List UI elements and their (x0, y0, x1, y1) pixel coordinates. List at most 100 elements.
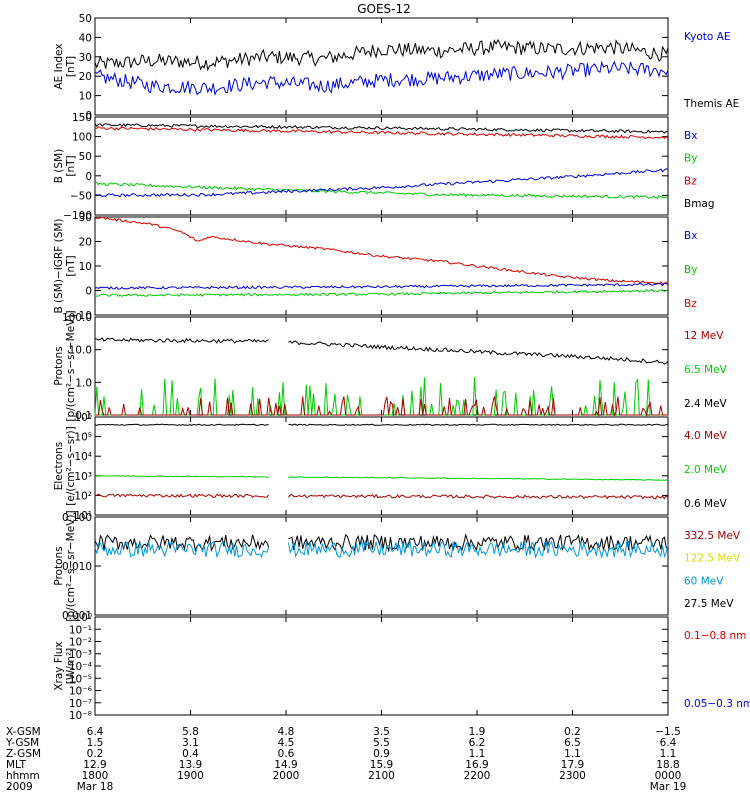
y-axis-label: [nT] (65, 56, 77, 77)
legend-entry: Bx (684, 130, 697, 142)
y-tick-label: 10¹ (74, 510, 92, 522)
legend-entry: 0.1−0.8 nm (684, 630, 746, 642)
x-table-cell: 2000 (273, 770, 300, 782)
series-4-0-mev (94, 493, 669, 500)
x-table-cell: 0.6 (278, 748, 295, 760)
y-tick-label: 100 (72, 132, 92, 144)
x-axis-table: X-GSMY-GSMZ-GSMMLThhmm20096.41.50.212.91… (5, 726, 686, 793)
series-2-4-mev (94, 337, 669, 365)
y-axis-label: B (SM) (53, 149, 65, 183)
legend-entry: 12 MeV (684, 330, 724, 342)
y-axis-label: Electrons (53, 442, 65, 491)
x-table-cell: 4.5 (278, 737, 295, 749)
y-tick-label: 0.001 (62, 610, 92, 622)
y-axis-label: Protons (53, 546, 65, 585)
x-table-cell: 0.2 (87, 748, 104, 760)
y-tick-label: 10⁻⁵ (69, 673, 92, 685)
legend-entry: 0.6 MeV (684, 498, 728, 510)
y-tick-label: −50 (70, 190, 92, 202)
panel-bsm: 150 100 50 0 −50 −100 B (SM) [nT] Bx By Bz Bmag (53, 112, 715, 222)
x-table-cell: 0.9 (373, 748, 390, 760)
series-6-5-mev (94, 376, 668, 416)
y-tick-label: −10 (70, 310, 92, 322)
x-table-cell: 0000 (655, 770, 682, 782)
series-bz (94, 216, 669, 285)
y-tick-label: 50 (79, 13, 92, 25)
x-table-cell: 6.2 (469, 737, 486, 749)
y-tick-label: 10⁻⁷ (69, 698, 92, 710)
y-tick-label: 0 (85, 286, 92, 298)
y-tick-label: 0 (85, 171, 92, 183)
y-tick-label: 10⁻⁴ (69, 661, 92, 673)
panel-frame (94, 516, 669, 616)
y-tick-label: 30 (79, 52, 92, 64)
legend-entry: 27.5 MeV (684, 598, 734, 610)
y-tick-label: 10⁻³ (69, 649, 92, 661)
legend-entry: 4.0 MeV (684, 430, 728, 442)
y-tick-label: 10 (79, 261, 92, 273)
x-table-row-label: 2009 (6, 781, 33, 793)
y-tick-label: 0.010 (62, 561, 92, 573)
x-table-row-label: MLT (6, 759, 26, 771)
x-table-cell: 2200 (464, 770, 491, 782)
series-60-mev (94, 539, 669, 559)
y-axis-label: Protons (53, 346, 65, 385)
x-table-cell: 6.5 (564, 737, 581, 749)
y-tick-label: 10.0 (69, 345, 92, 357)
y-axis-label: AE Index (53, 43, 65, 89)
x-table-cell: 6.4 (87, 726, 104, 738)
panel-frame (94, 416, 669, 516)
x-table-cell: 1.1 (469, 748, 486, 760)
legend-entry: 2.4 MeV (684, 398, 728, 410)
y-tick-label: 20 (79, 237, 92, 249)
y-tick-label: 40 (79, 32, 92, 44)
series-bmag (94, 123, 668, 134)
x-table-cell: 17.9 (561, 759, 584, 771)
x-table-cell: Mar 18 (77, 781, 114, 793)
y-axis-label: [p/(cm²−s−sr−MeV)] (65, 510, 77, 621)
y-axis-label: [p/(cm²−s−sr−MeV)] (65, 310, 77, 421)
y-axis-label: [W/m²] (65, 648, 77, 685)
x-table-row-label: X-GSM (6, 726, 41, 738)
series-12-mev (95, 396, 668, 417)
x-table-cell: −1.5 (655, 726, 681, 738)
panel-frame (94, 17, 669, 116)
x-table-cell: 2100 (368, 770, 395, 782)
panel-electrons: 10⁶ 10⁵ 10⁴ 10³ 10² 10¹ Electrons [e/(cm²−s−sr)… (53, 412, 728, 522)
y-tick-label: 10⁰ (74, 612, 92, 624)
x-table-cell: 1.5 (87, 737, 104, 749)
y-tick-label: 10⁻² (69, 637, 92, 649)
panel-protons_low: 0.100 0.010 0.001 Protons [p/(cm²−s−sr−MeV)]… (53, 510, 741, 622)
legend-entry: Bx (684, 230, 697, 242)
y-axis-label: B (SM)−IGRF (SM) (53, 218, 65, 313)
legend-entry: Bz (684, 298, 697, 310)
legend-entry: 6.5 MeV (684, 364, 728, 376)
legend-entry: Themis AE (683, 98, 739, 110)
y-tick-label: 10 (79, 91, 92, 103)
x-table-cell: 1.1 (564, 748, 581, 760)
legend-entry: Bz (684, 175, 697, 187)
series-by (94, 288, 669, 298)
x-table-cell: 2300 (559, 770, 586, 782)
y-tick-label: 50 (79, 151, 92, 163)
x-table-cell: 4.8 (278, 726, 295, 738)
x-table-cell: 5.5 (373, 737, 390, 749)
y-tick-label: 10² (74, 490, 92, 502)
y-tick-label: 1.0 (75, 377, 92, 389)
legend-entry: By (684, 264, 697, 276)
y-tick-label: 10⁴ (74, 451, 92, 463)
series-0-6-mev (94, 423, 669, 426)
legend-entry: 60 MeV (684, 575, 724, 587)
x-table-row-label: Y-GSM (5, 737, 39, 749)
y-tick-label: 10⁻⁸ (69, 710, 92, 722)
panel-frame (94, 316, 669, 416)
series-2-0-mev (95, 475, 669, 481)
legend-entry: 332.5 MeV (684, 530, 741, 542)
x-table-cell: 1900 (177, 770, 204, 782)
series-27-5-mev (94, 533, 669, 553)
x-table-cell: 14.9 (274, 759, 297, 771)
series-themis-ae (94, 38, 669, 72)
